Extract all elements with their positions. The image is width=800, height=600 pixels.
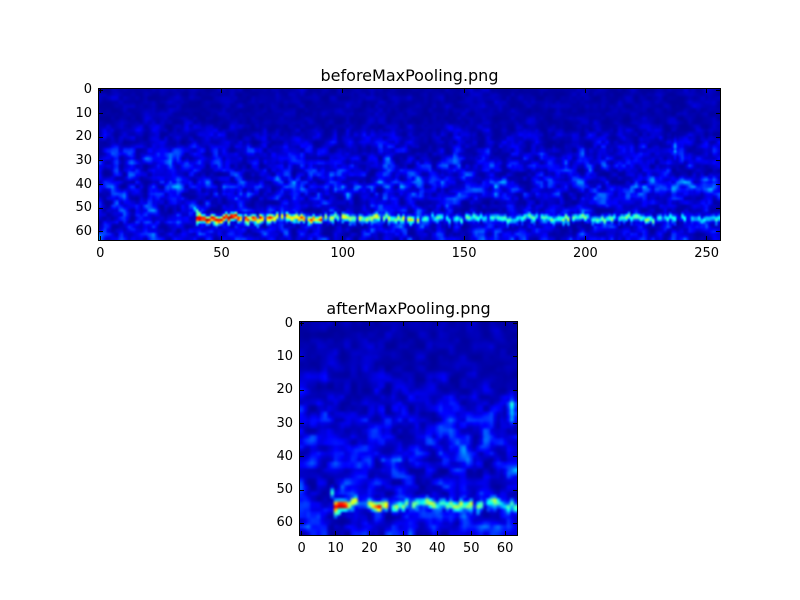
x-tick bbox=[584, 236, 586, 240]
x-tick-label: 50 bbox=[213, 246, 230, 261]
x-tick bbox=[99, 236, 101, 240]
y-tick-label: 20 bbox=[75, 129, 92, 145]
y-tick bbox=[716, 184, 720, 186]
x-tick-label: 200 bbox=[572, 246, 598, 261]
y-tick-label: 40 bbox=[75, 176, 92, 192]
chart-title: afterMaxPooling.png bbox=[326, 299, 491, 318]
y-tick bbox=[513, 489, 517, 491]
y-tick bbox=[300, 356, 304, 358]
x-tick bbox=[470, 531, 472, 535]
x-tick bbox=[463, 89, 465, 93]
x-tick-label: 0 bbox=[297, 541, 306, 556]
x-tick bbox=[504, 322, 506, 326]
y-tick bbox=[716, 136, 720, 138]
y-tick bbox=[99, 136, 103, 138]
y-tick-label: 60 bbox=[75, 223, 92, 239]
x-tick-label: 150 bbox=[451, 246, 477, 261]
y-tick-label: 30 bbox=[75, 152, 92, 168]
y-tick bbox=[513, 389, 517, 391]
y-tick bbox=[716, 89, 720, 91]
y-tick-label: 20 bbox=[276, 382, 293, 398]
y-tick bbox=[513, 456, 517, 458]
x-tick bbox=[221, 236, 222, 240]
x-tick bbox=[584, 89, 586, 93]
x-tick bbox=[402, 531, 404, 535]
x-tick bbox=[342, 236, 344, 240]
x-tick bbox=[706, 236, 708, 240]
x-tick bbox=[436, 531, 438, 535]
y-tick bbox=[99, 184, 103, 186]
y-tick-label: 30 bbox=[276, 415, 293, 431]
y-tick bbox=[513, 356, 517, 358]
y-tick bbox=[300, 323, 304, 325]
x-tick bbox=[369, 531, 370, 535]
y-tick-label: 40 bbox=[276, 448, 293, 464]
y-tick-label: 50 bbox=[276, 482, 293, 498]
x-tick bbox=[301, 531, 303, 535]
y-tick bbox=[716, 207, 720, 209]
y-tick bbox=[99, 207, 103, 209]
x-tick bbox=[463, 236, 465, 240]
after-max-pooling-heatmap-image bbox=[300, 322, 517, 535]
x-tick bbox=[221, 89, 222, 93]
y-tick-label: 0 bbox=[83, 82, 92, 98]
y-tick-label: 0 bbox=[284, 315, 293, 331]
x-tick bbox=[99, 89, 101, 93]
chart-title: beforeMaxPooling.png bbox=[320, 66, 499, 85]
y-tick bbox=[99, 89, 103, 91]
x-tick-label: 30 bbox=[395, 541, 412, 556]
x-tick-label: 40 bbox=[429, 541, 446, 556]
x-tick bbox=[335, 531, 337, 535]
x-tick bbox=[436, 322, 438, 326]
y-tick bbox=[716, 113, 720, 115]
y-tick bbox=[99, 113, 103, 115]
x-tick bbox=[402, 322, 404, 326]
x-tick bbox=[504, 531, 506, 535]
x-tick-label: 250 bbox=[694, 246, 720, 261]
before-max-pooling-heatmap-image bbox=[99, 89, 720, 240]
y-tick bbox=[300, 389, 304, 391]
x-tick bbox=[470, 322, 472, 326]
y-tick bbox=[513, 423, 517, 424]
y-tick bbox=[300, 489, 304, 491]
y-tick bbox=[716, 231, 720, 233]
y-tick bbox=[300, 522, 304, 524]
x-tick bbox=[342, 89, 344, 93]
x-tick bbox=[335, 322, 337, 326]
x-tick-label: 0 bbox=[96, 246, 105, 261]
x-tick bbox=[706, 89, 708, 93]
x-tick-label: 20 bbox=[361, 541, 378, 556]
y-tick-label: 50 bbox=[75, 200, 92, 216]
x-tick-label: 60 bbox=[496, 541, 514, 556]
x-tick-label: 100 bbox=[330, 246, 356, 261]
y-tick bbox=[300, 423, 304, 424]
x-tick-label: 50 bbox=[462, 541, 480, 556]
y-tick-label: 60 bbox=[276, 515, 293, 531]
y-tick bbox=[513, 522, 517, 524]
y-tick bbox=[513, 323, 517, 325]
y-tick-label: 10 bbox=[276, 348, 293, 364]
y-tick-label: 10 bbox=[75, 105, 92, 121]
x-tick-label: 10 bbox=[327, 541, 344, 556]
y-tick bbox=[99, 231, 103, 233]
y-tick bbox=[99, 160, 103, 162]
x-tick bbox=[369, 322, 370, 326]
y-tick bbox=[716, 160, 720, 162]
y-tick bbox=[300, 456, 304, 458]
